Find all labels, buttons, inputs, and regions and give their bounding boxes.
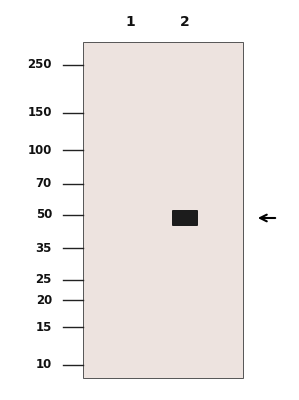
- Text: 250: 250: [28, 58, 52, 72]
- Text: 2: 2: [180, 15, 190, 29]
- Text: 150: 150: [28, 106, 52, 119]
- Text: 35: 35: [36, 242, 52, 255]
- Text: 15: 15: [36, 321, 52, 334]
- Text: 25: 25: [36, 273, 52, 286]
- Text: 100: 100: [28, 144, 52, 157]
- Bar: [83, 42, 243, 378]
- Text: 10: 10: [36, 358, 52, 372]
- FancyBboxPatch shape: [172, 210, 198, 226]
- Text: 1: 1: [125, 15, 135, 29]
- Text: 70: 70: [36, 177, 52, 190]
- Text: 50: 50: [36, 208, 52, 222]
- Text: 20: 20: [36, 294, 52, 307]
